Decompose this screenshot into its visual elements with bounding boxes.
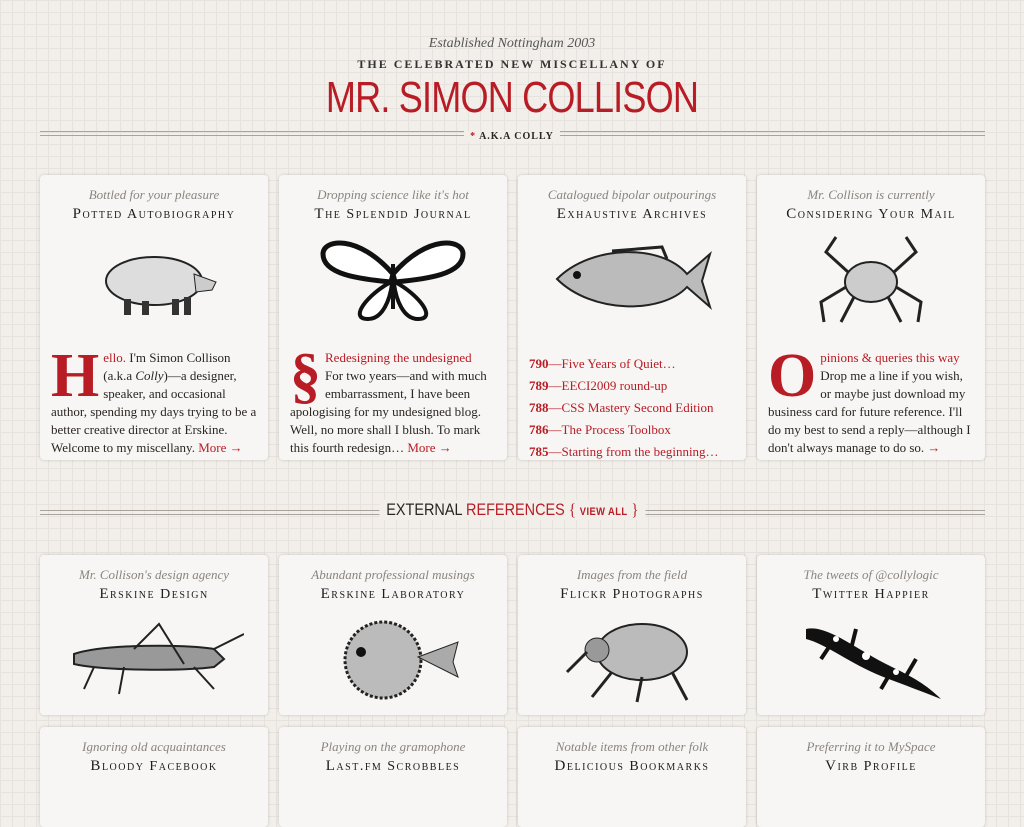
archive-title: —The Process Toolbox: [548, 422, 671, 437]
card-twitter-happier[interactable]: The tweets of @collylogic Twitter Happier: [757, 555, 985, 715]
card-title[interactable]: Considering Your Mail: [786, 206, 956, 222]
more-link[interactable]: More →: [407, 440, 452, 455]
card-title[interactable]: Twitter Happier: [812, 586, 930, 602]
flea-icon: [518, 609, 746, 709]
aka-line: * A.K.A COLLY: [0, 126, 1024, 144]
card-virb-profile[interactable]: Preferring it to MySpace Virb Profile: [757, 727, 985, 827]
card-delicious-bookmarks[interactable]: Notable items from other folk Delicious B…: [518, 727, 746, 827]
established-text: Established Nottingham 2003: [428, 36, 596, 51]
brace-open: {: [568, 500, 576, 519]
archive-list: 790—Five Years of Quiet… 789—EECI2009 rou…: [518, 353, 746, 463]
card-subtitle: Catalogued bipolar outpourings: [547, 187, 717, 202]
archive-title: —EECI2009 round-up: [548, 378, 668, 393]
archive-title: —CSS Mastery Second Edition: [548, 400, 714, 415]
archive-number: 786: [529, 422, 549, 437]
archive-item[interactable]: 788—CSS Mastery Second Edition: [529, 397, 735, 419]
card-the-splendid-journal[interactable]: Dropping science like it's hot The Splend…: [279, 175, 507, 460]
card-considering-your-mail[interactable]: Mr. Collison is currently Considering You…: [757, 175, 985, 460]
card-subtitle: Preferring it to MySpace: [806, 739, 936, 754]
view-all-link[interactable]: VIEW ALL: [579, 506, 628, 518]
drop-cap: O: [768, 342, 817, 410]
card-subtitle: Playing on the gramophone: [320, 739, 466, 754]
archive-item[interactable]: 786—The Process Toolbox: [529, 419, 735, 441]
pig-icon: [40, 229, 268, 329]
aka-text: A.K.A COLLY: [479, 131, 554, 142]
card-subtitle: Bottled for your pleasure: [88, 187, 220, 202]
grasshopper-icon: [40, 609, 268, 709]
pufferfish-icon: [279, 609, 507, 709]
salamander-icon: [757, 609, 985, 709]
archive-number: 788: [529, 400, 549, 415]
card-erskine-design[interactable]: Mr. Collison's design agency Erskine Desi…: [40, 555, 268, 715]
butterfly-icon: [279, 229, 507, 329]
archive-title: —Starting from the beginning…: [548, 444, 719, 459]
card-title[interactable]: Exhaustive Archives: [556, 206, 708, 222]
card-potted-autobiography[interactable]: Bottled for your pleasure Potted Autobiog…: [40, 175, 268, 460]
archive-item[interactable]: 789—EECI2009 round-up: [529, 375, 735, 397]
mail-link[interactable]: pinions & queries this way: [820, 350, 960, 365]
archive-number: 785: [529, 444, 549, 459]
archive-item[interactable]: 785—Starting from the beginning…: [529, 441, 735, 463]
card-subtitle: Notable items from other folk: [555, 739, 709, 754]
card-flickr-photographs[interactable]: Images from the field Flickr Photographs: [518, 555, 746, 715]
journal-headline-link[interactable]: Redesigning the undesigned: [325, 350, 472, 365]
intro-lead: ello.: [103, 350, 126, 365]
intro-body: I'm Simon Collison (a.k.a: [103, 350, 231, 383]
intro-body-2: )—a designer, speaker, and occasional au…: [51, 368, 257, 455]
journal-text: § Redesigning the undesigned For two years…: [279, 342, 507, 457]
masthead: Established Nottingham 2003 THE CELEBRAT…: [0, 36, 1024, 122]
archive-title: —Five Years of Quiet…: [548, 356, 676, 371]
archive-number: 789: [529, 378, 549, 393]
journal-excerpt: For two years—and with much embarrassmen…: [290, 368, 487, 455]
card-title[interactable]: Bloody Facebook: [90, 758, 218, 774]
card-exhaustive-archives[interactable]: Catalogued bipolar outpourings Exhaustive…: [518, 175, 746, 460]
mail-arrow-link[interactable]: →: [927, 440, 941, 455]
card-title[interactable]: The Splendid Journal: [314, 206, 472, 222]
card-subtitle: The tweets of @collylogic: [803, 567, 939, 582]
card-subtitle: Mr. Collison's design agency: [78, 567, 230, 582]
card-subtitle: Dropping science like it's hot: [317, 187, 469, 202]
site-title[interactable]: MR. SIMON COLLISON: [325, 73, 699, 122]
fish-icon: [518, 229, 746, 329]
card-title[interactable]: Erskine Design: [99, 586, 209, 602]
card-subtitle: Mr. Collison is currently: [807, 187, 935, 202]
card-title[interactable]: Virb Profile: [825, 758, 917, 774]
card-title[interactable]: Last.fm Scrobbles: [325, 758, 461, 774]
mail-body: Drop me a line if you wish, or maybe jus…: [768, 368, 971, 455]
asterisk: *: [470, 131, 477, 142]
more-link[interactable]: More →: [198, 440, 243, 455]
crab-icon: [757, 229, 985, 329]
heading-references: REFERENCES: [465, 500, 565, 519]
brace-close: }: [631, 500, 639, 519]
drop-cap: H: [51, 342, 100, 410]
card-title[interactable]: Erskine Laboratory: [320, 586, 466, 602]
card-title[interactable]: Flickr Photographs: [560, 586, 704, 602]
archive-number: 790: [529, 356, 549, 371]
section-drop-cap: §: [290, 342, 321, 410]
card-subtitle: Ignoring old acquaintances: [82, 739, 226, 754]
card-title[interactable]: Potted Autobiography: [72, 206, 236, 222]
external-references-heading: EXTERNAL REFERENCES { VIEW ALL }: [0, 500, 1024, 520]
card-subtitle: Images from the field: [576, 567, 688, 582]
card-bloody-facebook[interactable]: Ignoring old acquaintances Bloody Faceboo…: [40, 727, 268, 827]
heading-external: EXTERNAL: [385, 500, 462, 519]
card-erskine-laboratory[interactable]: Abundant professional musings Erskine Lab…: [279, 555, 507, 715]
card-subtitle: Abundant professional musings: [311, 567, 475, 582]
card-title[interactable]: Delicious Bookmarks: [554, 758, 710, 774]
archive-item[interactable]: 790—Five Years of Quiet…: [529, 353, 735, 375]
tagline: THE CELEBRATED NEW MISCELLANY OF: [357, 57, 667, 71]
card-last-fm-scrobbles[interactable]: Playing on the gramophone Last.fm Scrobbl…: [279, 727, 507, 827]
intro-nickname: Colly: [135, 368, 164, 383]
